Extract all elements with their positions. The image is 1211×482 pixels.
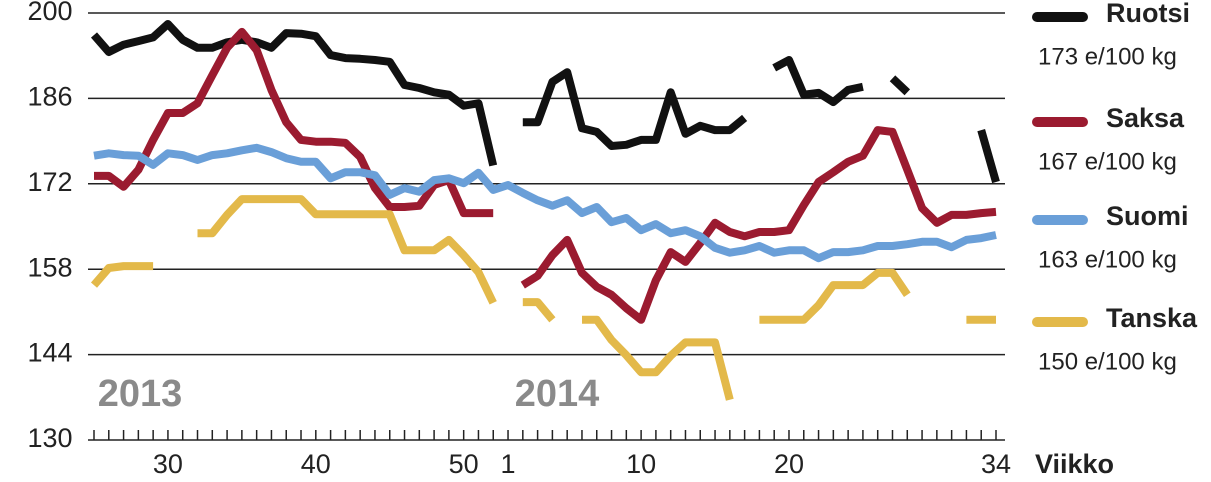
legend-name: Ruotsi	[1106, 0, 1190, 28]
x-tick-label: 1	[501, 449, 516, 479]
legend-label: 163 e/100 kg	[1038, 246, 1177, 273]
x-tick-label: 34	[981, 449, 1011, 479]
legend-name: Suomi	[1106, 201, 1189, 231]
legend-name: Saksa	[1106, 103, 1185, 133]
legend-label: 150 e/100 kg	[1038, 348, 1177, 375]
year-annotation: 2014	[515, 373, 600, 415]
legend-label: 173 e/100 kg	[1038, 43, 1177, 70]
x-tick-label: 10	[626, 449, 656, 479]
x-tick-label: 40	[301, 449, 331, 479]
series-line	[93, 143, 997, 263]
y-tick-label: 186	[27, 82, 72, 112]
year-annotation: 2013	[98, 373, 183, 415]
series-line	[94, 27, 997, 324]
legend-label: 167 e/100 kg	[1038, 148, 1177, 175]
y-tick-label: 172	[27, 167, 72, 197]
y-tick-label: 130	[27, 423, 72, 453]
series-line	[90, 20, 1000, 184]
y-tick-label: 158	[27, 252, 72, 282]
y-tick-label: 144	[27, 338, 72, 368]
y-tick-label: 200	[27, 0, 72, 26]
x-tick-label: 50	[449, 449, 479, 479]
x-axis-label: Viikko	[1035, 449, 1114, 479]
series-line	[90, 195, 996, 401]
x-tick-label: 30	[153, 449, 183, 479]
x-tick-label: 20	[774, 449, 804, 479]
legend-name: Tanska	[1106, 303, 1198, 333]
